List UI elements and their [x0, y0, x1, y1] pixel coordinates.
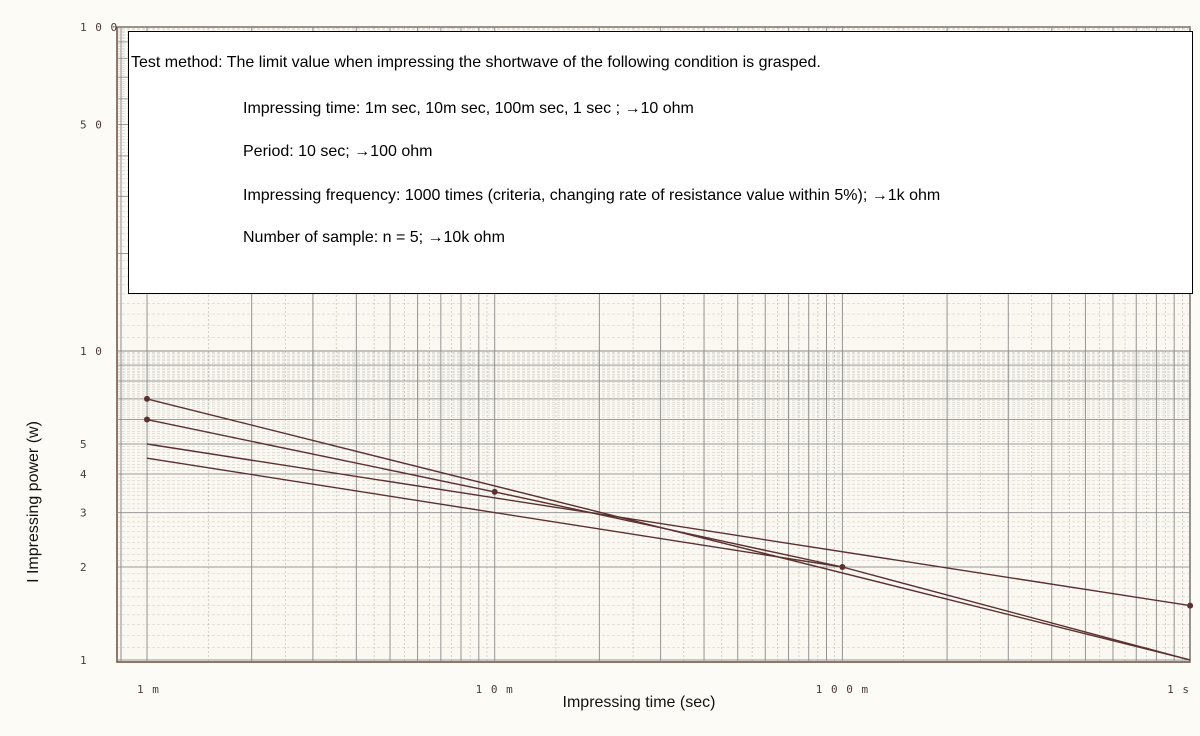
y-tick-label: 3 — [80, 507, 88, 520]
note-line-period: Period: 10 sec; →100 ohm — [243, 143, 433, 160]
series-layer — [144, 395, 1194, 661]
tick-layer: 1 2 3 4 5 1 0 5 0 1 0 0 1 m 1 0 m 1 0 0 m 1 s — [80, 21, 1190, 696]
x-tick-label: 1 0 0 m — [816, 683, 869, 696]
y-tick-label: 1 0 — [80, 345, 103, 358]
x-axis-label: Impressing time (sec) — [563, 694, 716, 711]
series-line-4 — [146, 457, 843, 568]
y-tick-label: 5 — [80, 438, 88, 451]
test-method-note: Test method: The limit value when impres… — [128, 31, 1193, 294]
y-axis-label: I Impressing power (w) — [25, 421, 42, 583]
x-tick-label: 1 s — [1167, 683, 1190, 696]
note-title: Test method: The limit value when impres… — [131, 54, 821, 71]
series-point — [144, 395, 150, 402]
y-tick-label: 1 0 0 — [80, 21, 118, 34]
series-point — [1187, 602, 1194, 609]
series-line-3 — [146, 443, 1191, 607]
y-tick-label: 1 — [80, 654, 88, 667]
note-line-number-of-sample: Number of sample: n = 5; →10k ohm — [243, 229, 505, 246]
series-point — [491, 488, 498, 495]
y-tick-label: 4 — [80, 468, 88, 481]
x-tick-label: 1 m — [137, 683, 160, 696]
series-point — [144, 416, 150, 423]
note-line-impressing-frequency: Impressing frequency: 1000 times (criter… — [243, 187, 941, 204]
x-tick-label: 1 0 m — [476, 683, 514, 696]
note-line-impressing-time: Impressing time: 1m sec, 10m sec, 100m s… — [243, 100, 694, 117]
series-line-2 — [146, 418, 1191, 661]
y-tick-label: 5 0 — [80, 119, 103, 132]
y-tick-label: 2 — [80, 561, 88, 574]
